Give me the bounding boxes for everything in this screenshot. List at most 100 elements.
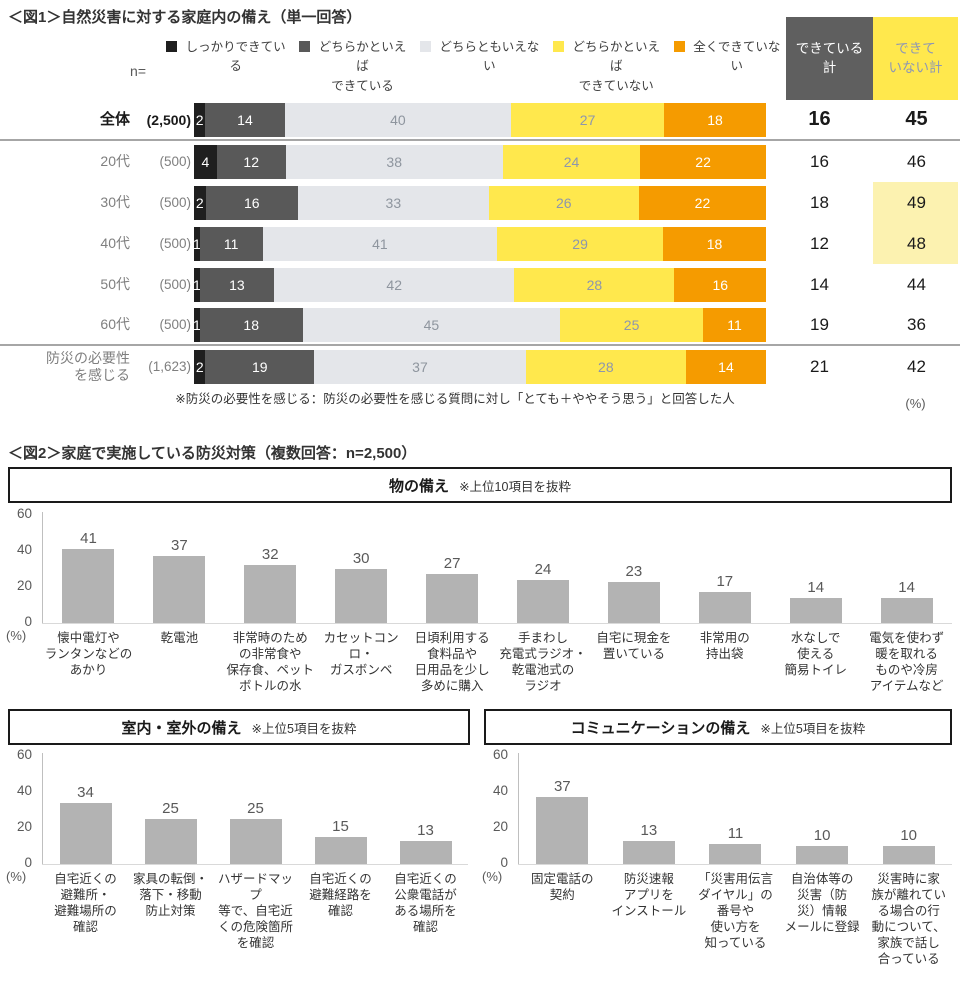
bar (789, 597, 842, 623)
bar-slot: 11 (692, 825, 779, 864)
bar-segment: 11 (199, 226, 263, 261)
bar-segment: 24 (502, 144, 641, 179)
total-done-value: 19 (810, 314, 829, 334)
legend-swatch-icon (552, 41, 564, 52)
total-done-value: 16 (810, 151, 829, 171)
x-labels-row: 懐中電灯や ランタンなどの あかり 乾電池 非常時のため の非常食や 保存食、ペット… (43, 630, 952, 694)
legend-item: どちらともいえない (419, 38, 545, 96)
bar-value-label: 11 (727, 825, 744, 843)
bar (607, 581, 660, 623)
bar-segment: 38 (285, 144, 503, 179)
bar (399, 840, 452, 864)
chart-header-note: ※上位5項目を抜粋 (251, 721, 357, 736)
bar-value-label: 14 (807, 578, 825, 596)
legend-swatch-icon (166, 41, 177, 52)
bars-area: 41 37 32 30 27 24 23 17 14 14 (43, 505, 952, 623)
chart-header-goods: 物の備え ※上位10項目を抜粋 (8, 467, 952, 503)
bar-value-label: 13 (417, 821, 434, 839)
x-tick-label: 非常時のため の非常食や 保存食、ペット ボトルの水 (226, 631, 315, 693)
legend-item: どちらかといえば できている (299, 38, 412, 96)
bar-slot: 13 (606, 822, 693, 864)
total-notdone-value: 49 (907, 192, 926, 212)
unit-label: (%) (6, 628, 27, 643)
legend-item: 全くできていない (673, 38, 786, 96)
bar-segment: 1 (193, 267, 201, 302)
bar-segment: 12 (216, 144, 286, 179)
total-notdone-value: 45 (905, 108, 928, 130)
figure1-footnote: ※防災の必要性を感じる：防災の必要性を感じる質問に対し「とても＋ややそう思う」と… (175, 392, 735, 406)
y-axis-line (42, 512, 43, 623)
row-n-value: (500) (159, 236, 191, 251)
row-label: 20代 (100, 153, 130, 170)
total-notdone-value: 46 (907, 151, 926, 171)
y-axis-line (42, 753, 43, 864)
y-tick-label: 20 (16, 578, 32, 593)
chart-header-communication: コミュニケーションの備え ※上位5項目を抜粋 (484, 709, 952, 745)
bar-segment: 18 (664, 102, 766, 137)
bar-value-label: 13 (640, 821, 658, 839)
figure1-title: ＜図1＞自然災害に対する家庭内の備え（単一回答） (8, 9, 362, 26)
bar-segment: 2 (194, 102, 206, 137)
row-n-value: (500) (159, 195, 191, 210)
stacked-bar: 2 14 40 27 18 (194, 102, 766, 137)
bar-segment: 37 (314, 349, 526, 384)
bar (536, 797, 589, 864)
x-tick-label: 非常用の 持出袋 (699, 631, 750, 661)
chart-header-title: 室内・室外の備え (121, 719, 242, 737)
y-tick-label: 60 (492, 747, 508, 762)
bar-value-label: 14 (898, 578, 915, 596)
n-equals-label: n= (130, 63, 146, 79)
bar (709, 844, 762, 864)
x-tick-label: 懐中電灯や ランタンなどの あかり (44, 631, 133, 677)
total-done-value: 14 (810, 274, 829, 294)
bar (229, 819, 282, 864)
chart-header-indoor-outdoor: 室内・室外の備え ※上位5項目を抜粋 (8, 709, 470, 745)
bar-chart-communication: 60 40 20 0 37 13 11 10 10 固定電話の 契約 防災速報 アプリを インストー… (476, 747, 960, 990)
row-label: 40代 (100, 235, 130, 252)
bar (244, 565, 297, 623)
x-tick-label: 固定電話の 契約 (531, 872, 594, 902)
bar-segment: 45 (302, 307, 561, 342)
legend-item: どちらかといえば できていない (552, 38, 666, 96)
bar-segment: 13 (199, 267, 275, 302)
y-tick-label: 0 (24, 855, 32, 870)
bar-segment: 18 (199, 307, 303, 342)
bar (59, 802, 112, 864)
bar-slot: 25 (213, 800, 298, 864)
bar-value-label: 10 (813, 827, 831, 844)
bar-segment: 25 (560, 307, 704, 342)
total-done-value: 16 (808, 108, 831, 130)
bar-segment: 18 (663, 226, 766, 261)
bar-segment: 19 (205, 349, 315, 384)
stacked-bar-row: 30代 (500) 2 16 33 26 22 18 49 (0, 182, 960, 223)
figure2-section: ＜図2＞家庭で実施している防災対策（複数回答：n=2,500） 物の備え ※上位… (0, 438, 960, 990)
x-tick-label: 自宅近くの 公衆電話が ある場所を 確認 (394, 872, 457, 934)
bar-slot: 10 (865, 827, 952, 864)
bar-slot: 25 (128, 800, 213, 864)
bar-value-label: 37 (553, 778, 571, 796)
total-done-value: 12 (810, 233, 829, 253)
bar-slot: 14 (861, 579, 952, 623)
chart-header-note: ※上位10項目を抜粋 (459, 479, 571, 494)
stacked-bar: 2 16 33 26 22 (194, 185, 766, 220)
y-tick-label: 20 (492, 819, 508, 834)
bar-chart-indoor-outdoor: 60 40 20 0 34 25 25 15 13 自宅近くの 避難所・ 避難場所の 確認 家具の転… (0, 747, 476, 990)
bar-segment: 2 (194, 185, 206, 220)
bar-value-label: 32 (261, 546, 279, 564)
x-tick-label: 乾電池 (160, 631, 199, 645)
bar-slot: 37 (519, 778, 606, 864)
legend-label: 全くできていない (693, 40, 781, 74)
chart-header-title: コミュニケーションの備え (570, 719, 751, 737)
x-axis-line (42, 864, 468, 865)
stacked-bar-row: 20代 (500) 4 12 38 24 22 16 46 (0, 141, 960, 182)
x-tick-label: 自治体等の 災害（防 災）情報 メールに登録 (784, 872, 860, 934)
stacked-bar: 1 18 45 25 11 (193, 307, 766, 342)
figure1-section: ＜図1＞自然災害に対する家庭内の備え（単一回答） しっかりできている どちらかとい… (0, 0, 960, 432)
legend-swatch-icon (299, 41, 311, 52)
stacked-bar-row: 防災の必要性 を感じる (1,623) 2 19 37 28 14 21 42 (0, 346, 960, 387)
column-header-notdone-total: できて いない計 (873, 17, 958, 100)
x-labels-row: 固定電話の 契約 防災速報 アプリを インストール 「災害用伝言 ダイヤル」の 番号… (519, 871, 952, 967)
chart-header-note: ※上位5項目を抜粋 (760, 721, 866, 736)
x-tick-label: 災害時に家 族が離れてい る場合の行 動について、 家族で話し 合っている (871, 872, 946, 966)
bar-segment: 22 (640, 144, 766, 179)
